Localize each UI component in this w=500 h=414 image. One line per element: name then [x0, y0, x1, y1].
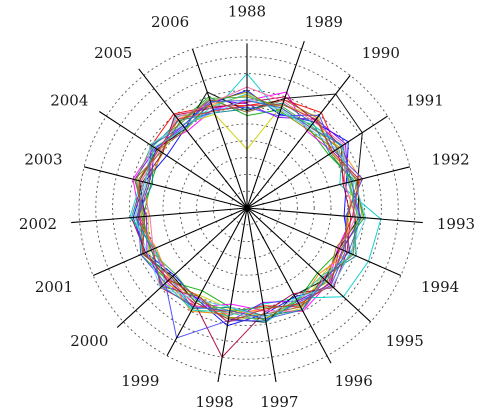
axis-label: 2004 [50, 92, 88, 110]
axis-spoke [116, 207, 248, 328]
series-line [130, 96, 352, 358]
axis-spoke [246, 207, 423, 224]
axis-spoke [138, 68, 248, 209]
series-line [134, 98, 367, 318]
axis-spoke [217, 207, 248, 383]
axis-spoke [246, 207, 332, 364]
series-line [137, 106, 364, 339]
series-line [132, 89, 351, 327]
axis-label: 1993 [437, 215, 475, 233]
axis-label: 2005 [94, 44, 132, 62]
axis-label: 1992 [432, 151, 470, 169]
grid-ring [196, 157, 298, 259]
axis-label: 1988 [228, 2, 266, 20]
axis-spoke [246, 75, 351, 209]
axis-spokes [71, 41, 423, 383]
axis-label: 1997 [260, 393, 298, 411]
grid-ring [212, 173, 282, 243]
axis-spoke [246, 166, 411, 209]
grid-ring [78, 39, 416, 377]
series-lines [129, 72, 382, 358]
axis-labels: 1988 1989 1990 1991 1992 1993 1994 1995 1996 1997… [19, 2, 475, 411]
axis-spoke [246, 115, 388, 209]
axis-label: 2001 [35, 278, 73, 296]
axis-label: 1999 [121, 372, 159, 390]
axis-spoke [246, 207, 277, 383]
axis-spoke [83, 166, 248, 209]
axis-spoke [166, 207, 248, 357]
axis-label: 2002 [19, 215, 57, 233]
axis-spoke [71, 207, 248, 224]
axis-spoke [246, 207, 371, 323]
axis-label: 1996 [335, 372, 373, 390]
axis-label: 2006 [151, 13, 189, 31]
series-line [130, 93, 360, 323]
grid-ring [229, 190, 265, 226]
axis-label: 1995 [386, 332, 424, 350]
axis-spoke [246, 41, 305, 209]
grid-ring [112, 73, 382, 343]
axis-label: 1998 [196, 393, 234, 411]
axis-spoke [246, 207, 402, 277]
axis-label: 1990 [362, 44, 400, 62]
axis-label: 1994 [421, 278, 459, 296]
axis-label: 1991 [406, 92, 444, 110]
series-line [138, 104, 360, 323]
axis-spoke [191, 48, 248, 209]
grid-ring [95, 56, 399, 360]
grid-ring [128, 89, 366, 327]
axis-spoke [92, 207, 248, 277]
axis-label: 1989 [305, 13, 343, 31]
grid-rings [78, 39, 416, 377]
axis-spoke [98, 111, 248, 209]
axis-label: 2000 [70, 332, 108, 350]
axis-label: 2003 [24, 151, 62, 169]
series-line [135, 99, 362, 320]
grid-ring [145, 106, 349, 310]
